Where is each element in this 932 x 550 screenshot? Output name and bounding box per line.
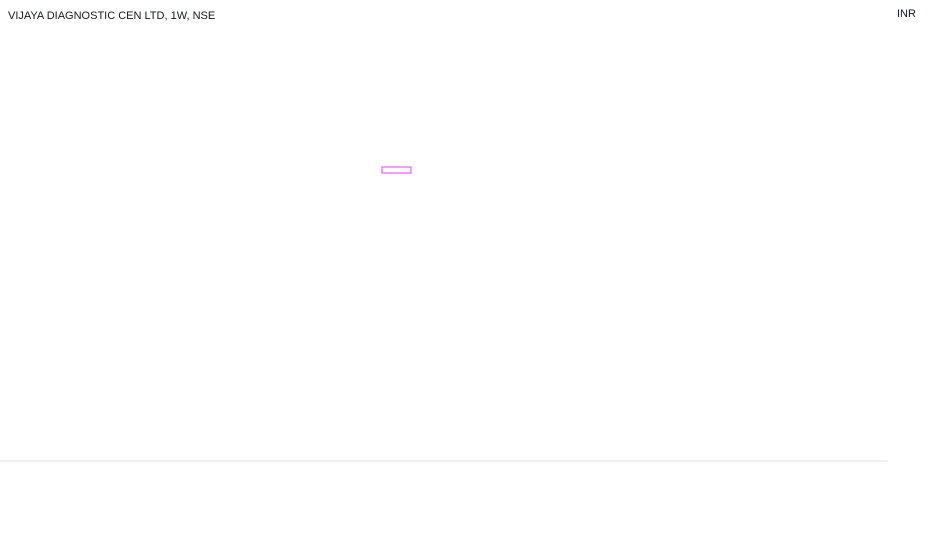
marker-box (381, 166, 412, 174)
currency-label: INR (897, 8, 916, 20)
chart-title: VIJAYA DIAGNOSTIC CEN LTD, 1W, NSE (8, 10, 215, 22)
